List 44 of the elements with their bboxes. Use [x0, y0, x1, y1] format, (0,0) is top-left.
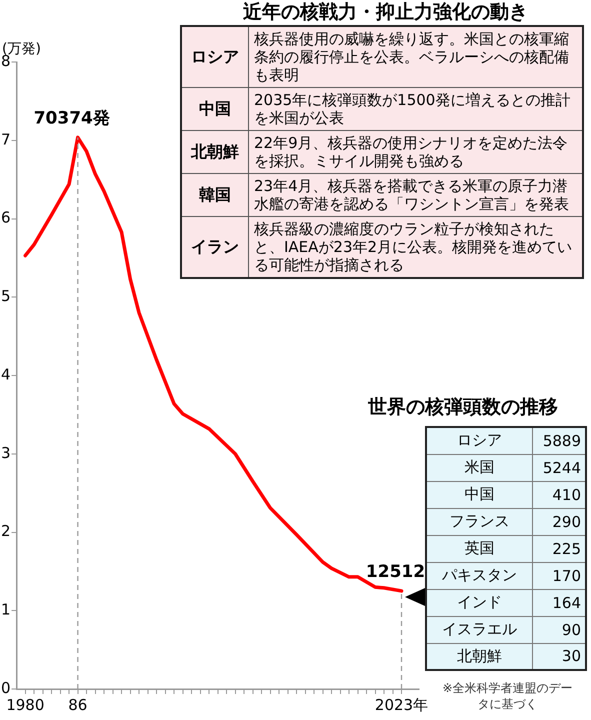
- y-tick-label: 5: [0, 287, 11, 306]
- y-tick-label: 0: [0, 678, 11, 697]
- data-label: 5244: [532, 454, 586, 481]
- category-label: フランス: [426, 508, 532, 535]
- category-label: 中国: [426, 481, 532, 508]
- category-label: 英国: [426, 535, 532, 562]
- data-label: 90: [532, 616, 586, 643]
- category-label: イラン: [181, 216, 248, 278]
- x-tick-label: 86: [68, 696, 88, 714]
- data-label: 170: [532, 562, 586, 589]
- category-label: ロシア: [426, 427, 532, 454]
- data-label: 164: [532, 589, 586, 616]
- category-label: 米国: [426, 454, 532, 481]
- data-label: 5889: [532, 427, 586, 454]
- y-tick-label: 7: [0, 130, 11, 148]
- category-label: 韓国: [181, 174, 248, 216]
- text: 近年の核戦力・抑止力強化の動き: [242, 0, 529, 25]
- category-label: 北朝鮮: [181, 130, 248, 174]
- y-tick-label: 2: [0, 522, 11, 540]
- category-label: ロシア: [181, 26, 248, 88]
- annotation: 核兵器級の濃縮度のウラン粒子が検知されたと、IAEAが23年2月に公表。核開発を進めている可能性が指摘される: [248, 216, 583, 278]
- x-tick-label: 1980: [6, 696, 44, 714]
- annotation: 核兵器使用の威嚇を繰り返す。米国との核軍縮条約の履行停止を公表。ベラルーシへの核配備も表明: [248, 26, 583, 88]
- y-tick-label: 4: [0, 365, 11, 384]
- data-label: 225: [532, 535, 586, 562]
- category-label: 中国: [181, 88, 248, 130]
- data-label: 410: [532, 481, 586, 508]
- category-label: パキスタン: [426, 562, 532, 589]
- annotation: 2035年に核弾頭数が1500発に増えるとの推計を米国が公表: [248, 88, 583, 130]
- y-tick-label: 1: [0, 600, 11, 619]
- text: 世界の核弾頭数の推移: [368, 395, 558, 420]
- x-tick-label: 2023年: [374, 696, 428, 714]
- y-tick-label: 3: [0, 444, 11, 462]
- y-tick-label: 6: [0, 208, 11, 227]
- data-label: 30: [532, 643, 586, 670]
- data-label: 290: [532, 508, 586, 535]
- category-label: イスラエル: [426, 616, 532, 643]
- annotation: 70374発: [34, 108, 110, 128]
- category-label: 北朝鮮: [426, 643, 532, 670]
- annotation: 23年4月、核兵器を搭載できる米軍の原子力潜水艦の寄港を認める「ワシントン宣言」を発表: [248, 174, 583, 216]
- category-label: インド: [426, 589, 532, 616]
- annotation: 12512: [366, 562, 426, 582]
- annotation: 22年9月、核兵器の使用シナリオを定めた法令を採択。ミサイル開発も強める: [248, 130, 583, 174]
- text: ※全米科学者連盟のデータに基づく: [441, 680, 574, 712]
